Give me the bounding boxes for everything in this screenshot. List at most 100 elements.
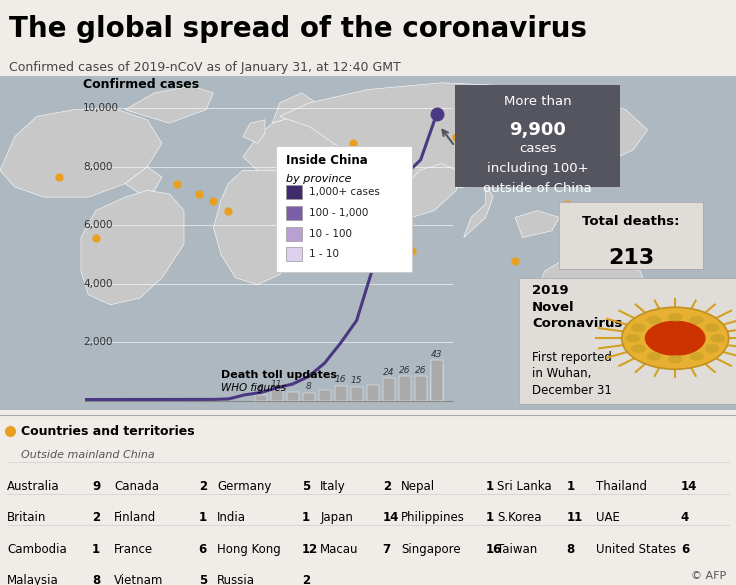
Text: Russia: Russia xyxy=(217,574,255,585)
Text: Death toll updates: Death toll updates xyxy=(221,370,336,380)
Bar xyxy=(286,393,299,401)
Bar xyxy=(350,387,363,401)
Text: Thailand: Thailand xyxy=(596,480,647,493)
Text: Countries and territories: Countries and territories xyxy=(21,425,194,438)
Bar xyxy=(414,376,427,401)
Text: 1: 1 xyxy=(199,511,207,524)
Text: 9: 9 xyxy=(92,480,100,493)
Text: 2: 2 xyxy=(199,480,207,493)
Text: More than: More than xyxy=(504,95,571,108)
Text: 1 - 10: 1 - 10 xyxy=(308,249,339,259)
Text: 6: 6 xyxy=(681,543,689,556)
Circle shape xyxy=(631,345,645,353)
Polygon shape xyxy=(316,228,331,251)
Text: 1: 1 xyxy=(486,480,494,493)
Text: © AFP: © AFP xyxy=(691,572,726,581)
Text: Total deaths:: Total deaths: xyxy=(582,215,680,228)
Text: Canada: Canada xyxy=(114,480,159,493)
Polygon shape xyxy=(213,164,324,285)
Text: 16: 16 xyxy=(335,375,347,384)
Polygon shape xyxy=(464,184,493,238)
Text: 2019
Novel
Coronavirus: 2019 Novel Coronavirus xyxy=(532,284,622,330)
Text: S.Korea: S.Korea xyxy=(497,511,541,524)
Text: Hong Kong: Hong Kong xyxy=(217,543,281,556)
Text: Australia: Australia xyxy=(7,480,60,493)
Text: Nepal: Nepal xyxy=(401,480,435,493)
Text: 10,000: 10,000 xyxy=(83,103,119,113)
Text: India: India xyxy=(217,511,246,524)
Text: 1: 1 xyxy=(567,480,575,493)
Circle shape xyxy=(689,316,704,324)
Text: 6: 6 xyxy=(199,543,207,556)
Text: 24: 24 xyxy=(383,367,394,377)
Text: Japan: Japan xyxy=(320,511,353,524)
Text: Malaysia: Malaysia xyxy=(7,574,59,585)
Circle shape xyxy=(705,345,719,353)
Bar xyxy=(286,227,302,240)
Text: United States: United States xyxy=(596,543,676,556)
Text: Inside China: Inside China xyxy=(286,154,367,167)
Text: 12: 12 xyxy=(302,543,318,556)
Text: 9,900: 9,900 xyxy=(509,121,566,139)
Circle shape xyxy=(668,313,682,322)
Bar xyxy=(302,393,315,401)
Bar xyxy=(271,390,283,401)
Bar xyxy=(286,206,302,220)
Text: Finland: Finland xyxy=(114,511,156,524)
Circle shape xyxy=(626,334,640,342)
Polygon shape xyxy=(125,167,162,194)
Text: 26: 26 xyxy=(415,366,426,374)
Text: Outside mainland China: Outside mainland China xyxy=(21,450,155,460)
Bar xyxy=(335,386,347,401)
Text: 8,000: 8,000 xyxy=(83,161,113,172)
Text: 4,000: 4,000 xyxy=(83,278,113,289)
Bar xyxy=(319,390,330,401)
Bar xyxy=(431,360,443,401)
Text: Germany: Germany xyxy=(217,480,272,493)
Circle shape xyxy=(645,321,706,356)
Bar xyxy=(367,385,379,401)
Circle shape xyxy=(705,324,719,332)
Text: 5: 5 xyxy=(302,480,310,493)
Circle shape xyxy=(710,334,725,342)
Text: 14: 14 xyxy=(383,511,399,524)
Text: 213: 213 xyxy=(608,247,654,267)
Text: Sri Lanka: Sri Lanka xyxy=(497,480,551,493)
Circle shape xyxy=(647,316,661,324)
Text: Macau: Macau xyxy=(320,543,358,556)
Polygon shape xyxy=(493,157,523,174)
Text: including 100+: including 100+ xyxy=(486,161,589,174)
Text: 6: 6 xyxy=(258,384,263,393)
Text: Taiwan: Taiwan xyxy=(497,543,537,556)
Polygon shape xyxy=(478,150,530,177)
Text: First reported
in Wuhan,
December 31: First reported in Wuhan, December 31 xyxy=(532,351,612,397)
Text: Cambodia: Cambodia xyxy=(7,543,67,556)
Text: Philippines: Philippines xyxy=(401,511,465,524)
Text: 10 - 100: 10 - 100 xyxy=(308,229,352,239)
Polygon shape xyxy=(272,93,316,123)
Text: 15: 15 xyxy=(351,376,362,385)
Text: 7: 7 xyxy=(383,543,391,556)
Text: Confirmed cases of 2019-nCoV as of January 31, at 12:40 GMT: Confirmed cases of 2019-nCoV as of Janua… xyxy=(9,61,400,74)
Polygon shape xyxy=(125,86,213,123)
Text: 1: 1 xyxy=(302,511,310,524)
Text: 26: 26 xyxy=(399,366,411,374)
Polygon shape xyxy=(515,211,559,238)
Text: 1: 1 xyxy=(92,543,100,556)
Text: 1,000+ cases: 1,000+ cases xyxy=(308,187,380,197)
Circle shape xyxy=(689,352,704,360)
Bar xyxy=(286,247,302,261)
Circle shape xyxy=(631,324,645,332)
Text: The global spread of the coronavirus: The global spread of the coronavirus xyxy=(9,15,587,43)
Text: 1: 1 xyxy=(486,511,494,524)
Circle shape xyxy=(622,307,729,369)
Text: 11: 11 xyxy=(567,511,583,524)
Polygon shape xyxy=(243,120,265,143)
Text: 8: 8 xyxy=(92,574,100,585)
Text: Confirmed cases: Confirmed cases xyxy=(83,78,199,91)
Text: 5: 5 xyxy=(199,574,207,585)
Text: UAE: UAE xyxy=(596,511,620,524)
Polygon shape xyxy=(596,140,618,167)
Circle shape xyxy=(647,352,661,360)
Text: Singapore: Singapore xyxy=(401,543,461,556)
